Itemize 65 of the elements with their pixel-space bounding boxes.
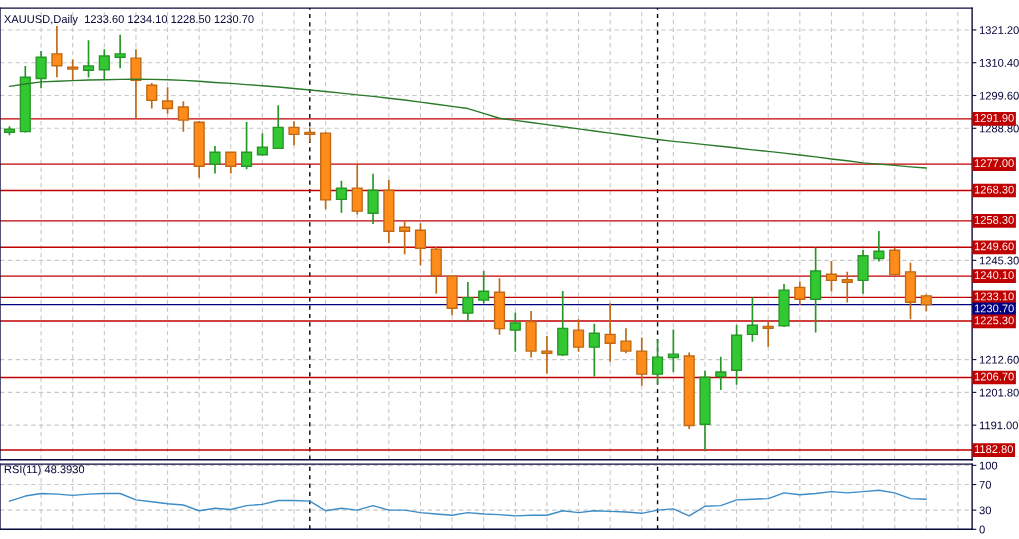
candlestick xyxy=(841,271,853,304)
y-tick-label: 1321.20 xyxy=(979,26,1019,35)
y-tick-label: 1201.80 xyxy=(979,388,1019,397)
candlestick xyxy=(177,100,189,133)
chart-title: RSI(11) 48.3930 xyxy=(4,465,85,476)
ref-line-label: 1233.10 xyxy=(974,292,1014,301)
candlestick xyxy=(161,86,174,115)
candlestick xyxy=(794,280,806,306)
candlestick xyxy=(114,33,126,70)
candlestick xyxy=(35,50,47,90)
candlestick xyxy=(67,58,79,81)
candlestick xyxy=(462,281,474,322)
candlestick xyxy=(272,104,284,150)
candlestick xyxy=(541,335,553,375)
ref-line-label: 1225.30 xyxy=(974,316,1014,325)
candlestick xyxy=(651,338,664,386)
candlestick xyxy=(304,126,316,143)
candlestick xyxy=(509,311,521,353)
candlestick xyxy=(636,336,648,387)
y-tick-label: 100 xyxy=(979,461,998,470)
candlestick xyxy=(209,145,221,175)
candlestick xyxy=(620,327,632,355)
candlestick xyxy=(414,222,427,267)
candlestick xyxy=(873,230,885,263)
candlestick xyxy=(335,179,348,214)
candlestick xyxy=(399,220,411,256)
ref-line-label: 1268.30 xyxy=(974,185,1014,194)
y-tick-label: 1212.60 xyxy=(979,355,1019,364)
candlestick xyxy=(588,322,600,378)
y-tick-label: 0 xyxy=(979,525,985,534)
candlestick xyxy=(240,121,253,171)
ref-line-label: 1249.60 xyxy=(974,242,1014,251)
candlestick xyxy=(478,270,490,305)
candlestick xyxy=(367,172,379,225)
y-tick-label: 1299.60 xyxy=(979,91,1019,100)
candlestick xyxy=(51,25,63,79)
candlestick xyxy=(288,120,300,147)
ref-line-label: 1182.80 xyxy=(974,445,1013,454)
candlestick xyxy=(130,48,142,120)
y-tick-label: 30 xyxy=(979,506,991,515)
candlestick xyxy=(604,302,616,363)
y-tick-label: 1245.30 xyxy=(979,256,1019,265)
ref-line-label: 1291.90 xyxy=(974,114,1014,122)
y-tick-label: 70 xyxy=(979,480,991,489)
candlestick xyxy=(825,260,838,293)
text: XAUUSD,Daily 1233.60 1234.10 1228.50 1230.70 xyxy=(4,14,254,26)
ref-line-label: 1230.70 xyxy=(974,304,1014,313)
candlestick xyxy=(667,328,679,373)
ref-line-label: 1240.10 xyxy=(974,271,1014,280)
candlestick xyxy=(572,318,585,353)
candlestick xyxy=(762,320,774,348)
candlestick xyxy=(146,82,158,110)
candlestick xyxy=(715,356,727,391)
candlestick xyxy=(98,48,110,81)
candlestick xyxy=(746,296,759,343)
line-series xyxy=(8,489,927,517)
ref-line-label: 1206.70 xyxy=(974,372,1014,381)
ref-line-label: 1277.00 xyxy=(974,159,1014,168)
y-tick-label: 1288.80 xyxy=(979,124,1019,133)
candlestick xyxy=(351,164,363,216)
y-tick-label: 1191.00 xyxy=(979,421,1018,430)
candlestick xyxy=(256,132,268,157)
ref-line-label: 1258.30 xyxy=(974,215,1014,224)
y-tick-label: 1310.40 xyxy=(979,58,1019,67)
candlestick xyxy=(82,39,95,79)
